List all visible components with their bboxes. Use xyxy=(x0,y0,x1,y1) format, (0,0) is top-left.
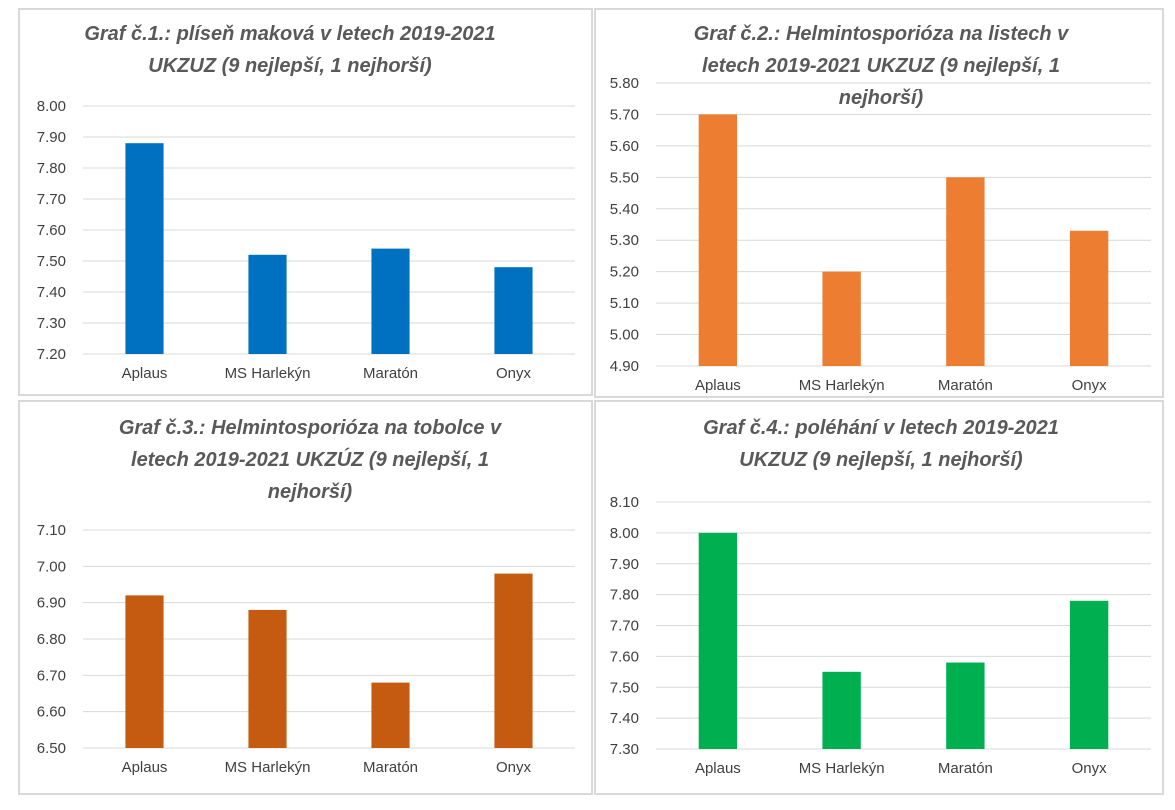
y-tick-label: 5.60 xyxy=(610,138,639,155)
y-tick-label: 5.10 xyxy=(610,295,639,312)
chart-title-line: letech 2019-2021 UKZUZ (9 nejlepší, 1 xyxy=(702,55,1060,77)
x-category-label: Maratón xyxy=(938,760,993,777)
x-category-label: MS Harlekýn xyxy=(799,377,885,394)
x-category-label: MS Harlekýn xyxy=(799,760,885,777)
y-tick-label: 7.40 xyxy=(37,284,66,301)
x-category-label: MS Harlekýn xyxy=(225,365,311,382)
y-tick-label: 7.70 xyxy=(37,191,66,208)
chart-panel-2: Graf č.2.: Helmintosporióza na listech v… xyxy=(594,8,1164,398)
chart-title-line: Graf č.1.: plíseň maková v letech 2019-2… xyxy=(84,23,495,45)
y-tick-label: 7.40 xyxy=(610,710,639,727)
y-tick-label: 7.00 xyxy=(37,558,66,575)
y-tick-label: 6.70 xyxy=(37,667,66,684)
chart-svg: Graf č.3.: Helmintosporióza na tobolce v… xyxy=(37,417,575,776)
y-tick-label: 7.60 xyxy=(37,222,66,239)
x-category-label: Aplaus xyxy=(695,377,741,394)
y-tick-label: 7.90 xyxy=(610,556,639,573)
y-tick-label: 6.80 xyxy=(37,631,66,648)
bar-aplaus xyxy=(125,595,164,748)
y-tick-label: 5.20 xyxy=(610,264,639,281)
chart-title-line: letech 2019-2021 UKZÚZ (9 nejlepší, 1 xyxy=(131,447,489,471)
bar-aplaus xyxy=(698,114,738,366)
chart-title-line: UKZUZ (9 nejlepší, 1 nejhorší) xyxy=(739,449,1023,471)
x-category-label: Aplaus xyxy=(122,759,168,776)
chart-panel-1: Graf č.1.: plíseň maková v letech 2019-2… xyxy=(18,8,593,396)
y-tick-label: 6.90 xyxy=(37,595,66,612)
bar-aplaus xyxy=(125,143,164,354)
bar-ms-harlek-n xyxy=(822,271,861,366)
bar-onyx xyxy=(1069,600,1109,749)
chart-svg: Graf č.1.: plíseň maková v letech 2019-2… xyxy=(37,23,575,382)
x-category-label: Aplaus xyxy=(122,365,168,382)
bar-aplaus xyxy=(698,532,738,749)
y-tick-label: 7.60 xyxy=(610,648,639,665)
y-tick-label: 6.50 xyxy=(37,740,66,757)
y-tick-label: 5.50 xyxy=(610,169,639,186)
bar-onyx xyxy=(494,267,533,354)
bar-marat-n xyxy=(371,682,410,748)
y-tick-label: 7.50 xyxy=(37,253,66,270)
x-category-label: Onyx xyxy=(496,759,532,776)
y-tick-label: 8.00 xyxy=(610,525,639,542)
chart-title-line: nejhorší) xyxy=(268,481,353,503)
y-tick-label: 7.30 xyxy=(610,741,639,758)
x-category-label: MS Harlekýn xyxy=(225,759,311,776)
y-tick-label: 7.10 xyxy=(37,522,66,539)
y-tick-label: 5.40 xyxy=(610,201,639,218)
chart-svg: Graf č.2.: Helmintosporióza na listech v… xyxy=(610,23,1151,394)
y-tick-label: 8.10 xyxy=(610,494,639,511)
bar-onyx xyxy=(1069,230,1109,366)
y-tick-label: 5.80 xyxy=(610,75,639,92)
y-tick-label: 8.00 xyxy=(37,98,66,115)
chart-panel-3: Graf č.3.: Helmintosporióza na tobolce v… xyxy=(18,400,593,795)
y-tick-label: 5.00 xyxy=(610,327,639,344)
bar-marat-n xyxy=(371,248,410,354)
y-tick-label: 4.90 xyxy=(610,358,639,375)
y-tick-label: 7.90 xyxy=(37,129,66,146)
y-tick-label: 7.80 xyxy=(37,160,66,177)
bar-marat-n xyxy=(946,662,985,749)
chart-title-line: UKZUZ (9 nejlepší, 1 nejhorší) xyxy=(148,55,432,77)
bar-ms-harlek-n xyxy=(822,671,861,749)
chart-title-line: Graf č.4.: poléhání v letech 2019-2021 xyxy=(703,417,1059,439)
chart-title-line: nejhorší) xyxy=(839,87,924,109)
y-tick-label: 7.50 xyxy=(610,679,639,696)
chart-title-line: Graf č.2.: Helmintosporióza na listech v xyxy=(694,23,1070,45)
x-category-label: Onyx xyxy=(496,365,532,382)
x-category-label: Maratón xyxy=(363,365,418,382)
x-category-label: Onyx xyxy=(1072,377,1108,394)
y-tick-label: 7.70 xyxy=(610,618,639,635)
chart-svg: Graf č.4.: poléhání v letech 2019-2021 UK… xyxy=(610,417,1151,777)
bar-marat-n xyxy=(946,177,985,366)
x-category-label: Onyx xyxy=(1072,760,1108,777)
chart-panel-4: Graf č.4.: poléhání v letech 2019-2021 UK… xyxy=(594,400,1164,795)
y-tick-label: 6.60 xyxy=(37,704,66,721)
y-tick-label: 5.30 xyxy=(610,232,639,249)
y-tick-label: 7.20 xyxy=(37,346,66,363)
chart-title-line: Graf č.3.: Helmintosporióza na tobolce v xyxy=(119,417,503,439)
bar-onyx xyxy=(494,573,533,748)
bar-ms-harlek-n xyxy=(248,609,287,748)
x-category-label: Maratón xyxy=(938,377,993,394)
y-tick-label: 7.80 xyxy=(610,587,639,604)
x-category-label: Aplaus xyxy=(695,760,741,777)
x-category-label: Maratón xyxy=(363,759,418,776)
bar-ms-harlek-n xyxy=(248,254,287,354)
y-tick-label: 7.30 xyxy=(37,315,66,332)
y-tick-label: 5.70 xyxy=(610,106,639,123)
